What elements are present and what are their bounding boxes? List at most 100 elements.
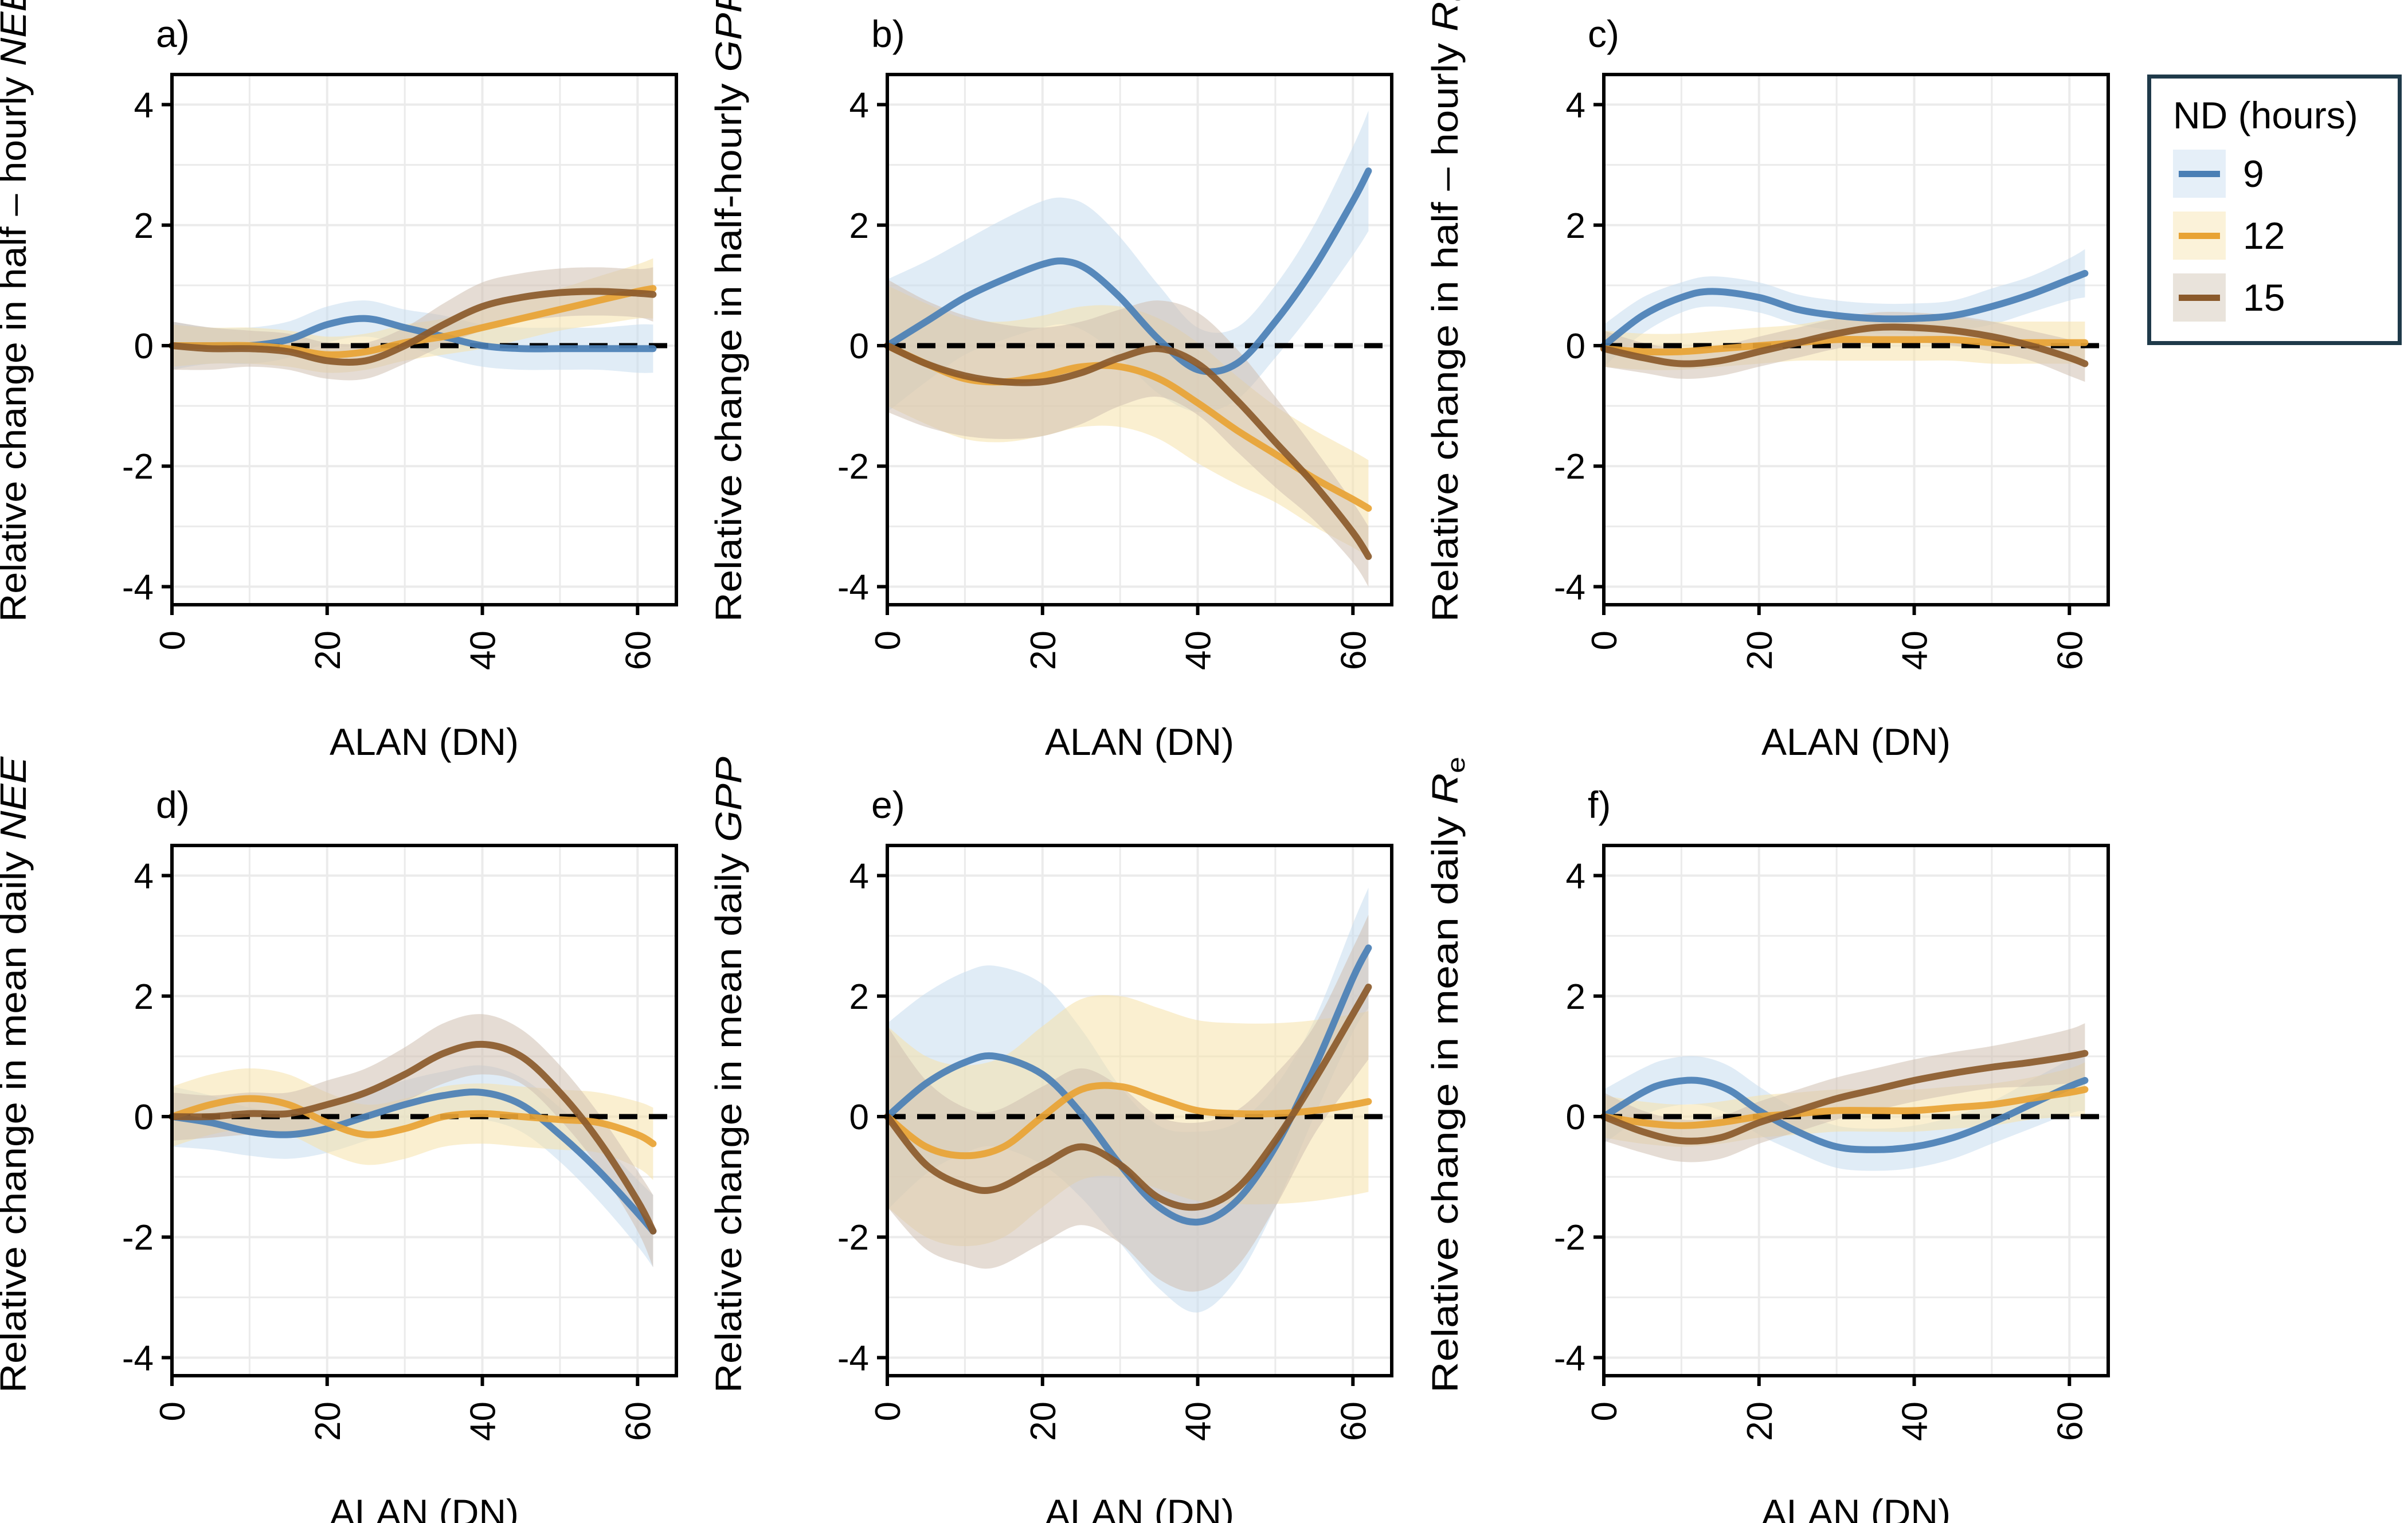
y-axis-label-text: Relative change in mean daily bbox=[0, 840, 34, 1393]
series-line-15 bbox=[1600, 1050, 2089, 1145]
x-axis-label: ALAN (DN) bbox=[1045, 1491, 1234, 1523]
series-line-9 bbox=[1600, 1076, 2089, 1153]
x-tick-label: 60 bbox=[1334, 631, 1373, 670]
legend-label: 15 bbox=[2243, 276, 2285, 319]
panel-label: d) bbox=[156, 784, 190, 826]
y-tick-label: 2 bbox=[134, 977, 154, 1017]
series-lines bbox=[1600, 1050, 2089, 1153]
y-axis-label-italic: GPP bbox=[708, 757, 749, 842]
legend-key-9 bbox=[2173, 150, 2226, 198]
legend-label: 9 bbox=[2243, 152, 2264, 195]
y-axis-label-text: Relative change in half-hourly bbox=[708, 72, 749, 622]
y-tick-label: -4 bbox=[1554, 1338, 1585, 1378]
x-axis-label: ALAN (DN) bbox=[330, 1491, 519, 1523]
y-axis-label-subscript: e bbox=[1442, 757, 1470, 773]
legend-line-swatch bbox=[2179, 295, 2220, 301]
legend-item-9: 9 bbox=[2173, 146, 2391, 201]
y-axis-label-text: Relative change in half – hourly bbox=[0, 66, 34, 622]
series-line-12 bbox=[884, 1082, 1372, 1160]
series-line-9 bbox=[884, 167, 1372, 375]
x-tick-label: 20 bbox=[308, 1401, 348, 1441]
y-tick-label: 4 bbox=[849, 86, 869, 126]
x-tick-label: 0 bbox=[1585, 631, 1624, 650]
y-tick-label: 4 bbox=[134, 857, 154, 896]
y-tick-label: -2 bbox=[122, 1218, 154, 1258]
y-axis-label: Relative change in mean daily NEE bbox=[0, 756, 34, 1393]
series-line-15 bbox=[169, 1040, 657, 1235]
y-tick-label: 2 bbox=[849, 206, 869, 246]
ci-band-9 bbox=[1604, 249, 2085, 367]
legend-key-12 bbox=[2173, 212, 2226, 260]
series-lines bbox=[884, 167, 1372, 560]
ci-band-15 bbox=[172, 1014, 653, 1267]
x-tick-label: 60 bbox=[2050, 631, 2090, 670]
x-tick-label: 40 bbox=[1896, 1401, 1935, 1441]
x-tick-label: 20 bbox=[1024, 1401, 1063, 1441]
series-line-9 bbox=[169, 1089, 657, 1235]
x-axis-label: ALAN (DN) bbox=[1045, 721, 1234, 763]
y-tick-label: 2 bbox=[849, 977, 869, 1017]
x-tick-label: 40 bbox=[464, 1401, 503, 1441]
y-tick-label: -4 bbox=[122, 1338, 154, 1378]
y-tick-label: -4 bbox=[1554, 567, 1585, 607]
x-tick-label: 20 bbox=[308, 631, 348, 670]
y-axis-label: Relative change in mean daily Re bbox=[1424, 757, 1470, 1393]
y-axis-label-text: Relative change in half – hourly bbox=[1424, 32, 1466, 622]
x-tick-label: 0 bbox=[153, 1401, 193, 1421]
y-axis-label: Relative change in half – hourly NEE bbox=[0, 0, 34, 622]
ci-band-15 bbox=[887, 914, 1369, 1292]
x-axis-label: ALAN (DN) bbox=[1761, 721, 1951, 763]
confidence-bands bbox=[1604, 1023, 2085, 1171]
series-line-12 bbox=[169, 1095, 657, 1148]
y-axis-label-italic: R bbox=[1424, 773, 1466, 804]
x-axis-label: ALAN (DN) bbox=[330, 721, 519, 763]
panel-frame bbox=[1602, 73, 2110, 606]
y-tick-label: 4 bbox=[1566, 86, 1585, 126]
series-line-15 bbox=[884, 984, 1372, 1211]
x-tick-label: 40 bbox=[1896, 631, 1935, 670]
x-tick-label: 40 bbox=[1179, 631, 1219, 670]
series-line-15 bbox=[169, 288, 657, 366]
x-tick-label: 60 bbox=[1334, 1401, 1373, 1441]
confidence-bands bbox=[172, 1014, 653, 1267]
y-tick-label: 0 bbox=[849, 327, 869, 366]
y-tick-label: -2 bbox=[1554, 447, 1585, 487]
y-tick-label: 2 bbox=[1566, 977, 1585, 1017]
y-axis-label: Relative change in half-hourly GPP bbox=[708, 0, 749, 622]
y-axis-label-text: Relative change in mean daily bbox=[1424, 804, 1466, 1393]
y-tick-label: -2 bbox=[837, 1218, 869, 1258]
y-tick-label: 2 bbox=[1566, 206, 1585, 246]
y-tick-label: -2 bbox=[1554, 1218, 1585, 1258]
legend-line-swatch bbox=[2179, 171, 2220, 177]
series-lines bbox=[169, 285, 657, 366]
panel-label: e) bbox=[871, 784, 905, 826]
x-tick-label: 20 bbox=[1024, 631, 1063, 670]
ci-band-15 bbox=[887, 279, 1369, 587]
panel-frame bbox=[886, 844, 1393, 1377]
ci-band-15 bbox=[1604, 1023, 2085, 1162]
legend: ND (hours) 9 12 15 bbox=[2147, 75, 2402, 345]
x-tick-label: 0 bbox=[868, 631, 908, 650]
x-tick-label: 20 bbox=[1740, 1401, 1780, 1441]
legend-item-15: 15 bbox=[2173, 270, 2391, 325]
y-tick-label: -4 bbox=[837, 1338, 869, 1378]
panel-label: b) bbox=[871, 13, 905, 55]
x-tick-label: 0 bbox=[868, 1401, 908, 1421]
x-axis-label: ALAN (DN) bbox=[1761, 1491, 1951, 1523]
ci-band-9 bbox=[1604, 1050, 2085, 1171]
series-line-9 bbox=[884, 944, 1372, 1226]
panel-label: c) bbox=[1588, 13, 1619, 55]
y-axis-label-italic: R bbox=[1424, 2, 1466, 32]
x-tick-label: 40 bbox=[464, 631, 503, 670]
panel-label: a) bbox=[156, 13, 190, 55]
panel-frame bbox=[1602, 844, 2110, 1377]
panel-frame bbox=[170, 844, 678, 1377]
y-tick-label: -2 bbox=[837, 447, 869, 487]
x-tick-label: 60 bbox=[618, 1401, 658, 1441]
y-tick-label: 4 bbox=[134, 86, 154, 126]
series-lines bbox=[169, 1040, 657, 1235]
series-line-9 bbox=[1600, 269, 2089, 349]
